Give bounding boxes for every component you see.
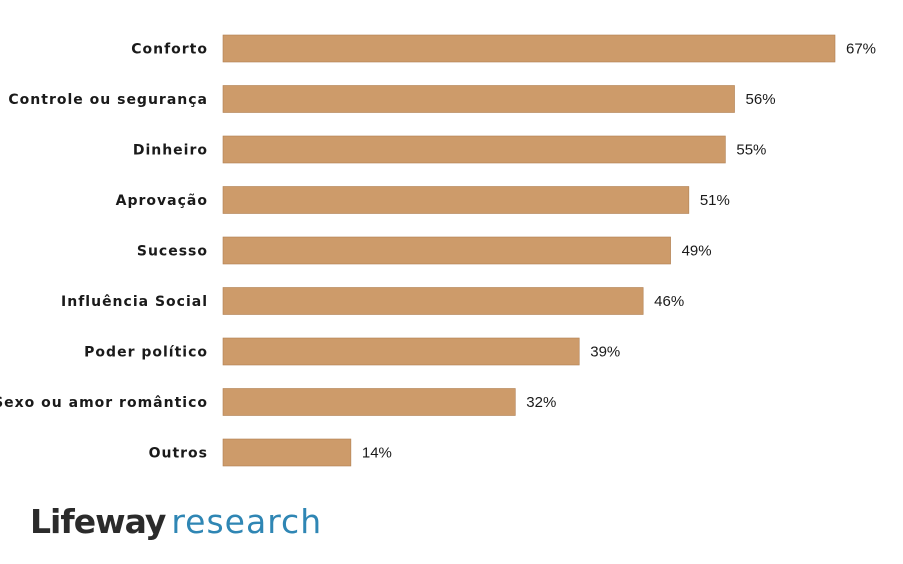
category-label: Poder político xyxy=(84,345,208,361)
category-label: Sexo ou amor romântico xyxy=(0,395,208,411)
value-label: 14% xyxy=(362,445,392,462)
value-label: 39% xyxy=(590,344,620,361)
bar xyxy=(222,388,516,416)
value-label: 51% xyxy=(700,192,730,209)
value-label: 56% xyxy=(746,91,776,108)
value-label: 67% xyxy=(846,41,876,58)
category-label: Conforto xyxy=(131,42,208,58)
value-label: 32% xyxy=(526,394,556,411)
bar xyxy=(222,438,352,467)
category-label: Controle ou segurança xyxy=(8,92,208,108)
value-label: 49% xyxy=(682,243,712,260)
bar xyxy=(222,287,644,315)
value-label: 46% xyxy=(654,293,684,310)
bar xyxy=(222,135,726,164)
bar xyxy=(222,186,690,214)
category-label: Sucesso xyxy=(137,244,208,260)
category-labels-group: Conforto Controle ou segurança Dinheiro Apr… xyxy=(0,42,208,462)
category-label: Aprovação xyxy=(116,193,208,209)
category-label: Outros xyxy=(149,446,208,462)
bar xyxy=(222,236,671,265)
value-label: 55% xyxy=(736,142,766,159)
category-label: Influência Social xyxy=(61,294,208,310)
category-label: Dinheiro xyxy=(133,143,208,159)
lifeway-research-logo: Lifeway research xyxy=(30,500,322,544)
bar xyxy=(222,85,735,113)
bar xyxy=(222,34,836,63)
bar xyxy=(222,337,580,366)
bars-group xyxy=(222,34,836,467)
bar-chart: Conforto Controle ou segurança Dinheiro Apr… xyxy=(0,34,876,467)
value-labels-group: 67% 56% 55% 51% 49% 46% 39% 32% 14% xyxy=(362,41,876,462)
logo-brand-text: Lifeway xyxy=(30,502,166,541)
logo-sub-text: research xyxy=(171,502,323,541)
